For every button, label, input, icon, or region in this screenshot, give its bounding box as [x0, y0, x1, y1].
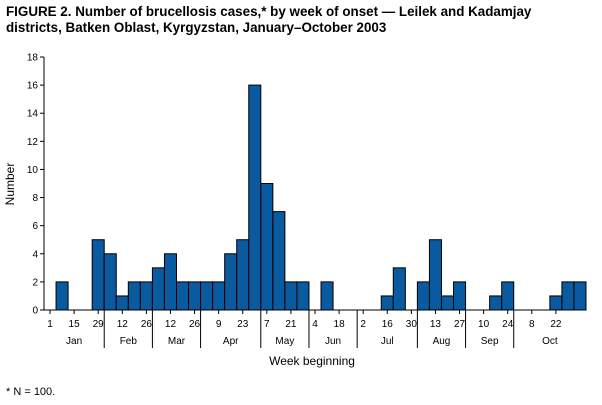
bar [163, 253, 177, 311]
x-tick-label: 30 [406, 319, 418, 330]
month-label: May [275, 336, 294, 347]
y-tick-label: 12 [27, 137, 39, 148]
x-tick-label: 7 [264, 319, 270, 330]
x-tick-label: 2 [360, 319, 366, 330]
y-tick-label: 0 [32, 306, 38, 317]
month-label: Jun [325, 336, 341, 347]
bar [428, 239, 442, 311]
month-label: Mar [168, 336, 186, 347]
bar [200, 281, 214, 311]
x-axis: 1 15 29 12 26 12 26 9 23 7 21 4 18 2 16 30 13 27 10 24 8 22 Ja… [44, 309, 586, 348]
bar [320, 281, 334, 311]
chart-title: FIGURE 2. Number of brucellosis cases,* … [6, 4, 598, 36]
y-axis: 0 2 4 6 8 10 12 14 16 18 [27, 53, 45, 317]
y-axis-label: Number [3, 163, 17, 206]
x-tick-label: 27 [454, 319, 466, 330]
chart-title-line1: FIGURE 2. Number of brucellosis cases,* … [6, 4, 532, 19]
x-tick-label: 16 [382, 319, 394, 330]
x-tick-label: 13 [430, 319, 442, 330]
x-tick-label: 23 [237, 319, 249, 330]
y-tick-label: 18 [27, 53, 39, 64]
bar [380, 295, 394, 311]
x-tick-label: 29 [93, 319, 105, 330]
bar [573, 281, 587, 311]
bar [175, 281, 190, 311]
chart-title-line2: districts, Batken Oblast, Kyrgyzstan, Ja… [6, 20, 387, 35]
bar [236, 239, 250, 311]
bar [561, 281, 575, 311]
bar [127, 281, 141, 311]
y-tick-label: 4 [32, 249, 38, 260]
bar [392, 267, 406, 311]
month-label: Jul [381, 336, 394, 347]
x-axis-label: Week beginning [269, 354, 355, 368]
month-label: Oct [542, 336, 558, 347]
bar [103, 253, 117, 311]
x-tick-label: 18 [334, 319, 346, 330]
bar [139, 281, 153, 311]
bar [489, 295, 503, 311]
bar [296, 281, 310, 311]
bar [440, 295, 455, 311]
month-label: Jan [66, 336, 82, 347]
bar [151, 267, 165, 311]
y-tick-label: 16 [27, 81, 39, 92]
footnote: * N = 100. [6, 386, 56, 398]
bar [115, 295, 129, 311]
x-tick-label: 1 [47, 319, 53, 330]
y-tick-label: 14 [27, 109, 39, 120]
bar [55, 281, 69, 311]
x-tick-label: 22 [550, 319, 562, 330]
y-tick-label: 6 [32, 221, 38, 232]
bar [248, 84, 262, 311]
bar [188, 281, 202, 311]
bar [91, 239, 105, 311]
x-tick-label: 10 [478, 319, 490, 330]
y-tick-label: 2 [32, 277, 38, 288]
x-tick-label: 21 [285, 319, 297, 330]
bar [453, 281, 467, 311]
x-tick-label: 26 [141, 319, 153, 330]
x-tick-label: 12 [165, 319, 177, 330]
bar [549, 295, 563, 311]
y-tick-label: 8 [32, 193, 38, 204]
x-tick-label: 4 [312, 319, 318, 330]
x-tick-label: 26 [189, 319, 201, 330]
x-tick-label: 15 [69, 319, 81, 330]
bar [284, 281, 298, 311]
month-label: Feb [120, 336, 138, 347]
bar [212, 281, 226, 311]
bar [272, 211, 286, 311]
x-tick-label: 8 [529, 319, 535, 330]
month-label: Apr [223, 336, 239, 347]
bar [416, 281, 430, 311]
bar [260, 183, 274, 311]
x-tick-label: 24 [502, 319, 514, 330]
x-tick-label: 12 [117, 319, 129, 330]
month-label: Sep [481, 336, 499, 347]
y-tick-label: 10 [27, 165, 39, 176]
x-tick-label: 9 [216, 319, 222, 330]
month-label: Aug [433, 336, 451, 347]
bar [224, 253, 238, 311]
bar [501, 281, 515, 311]
bars-group [55, 84, 587, 311]
